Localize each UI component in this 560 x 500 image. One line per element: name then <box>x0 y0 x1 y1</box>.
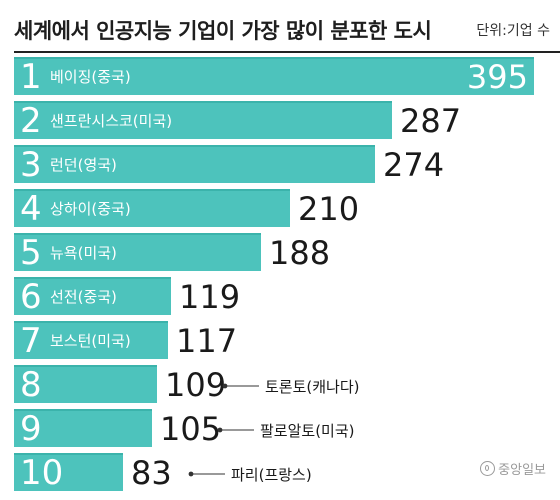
value-label-1: 395 <box>467 58 528 96</box>
rank-number-9: 9 <box>20 409 42 449</box>
city-label-1: 베이징(중국) <box>50 68 131 86</box>
rank-number-4: 4 <box>20 189 42 229</box>
bar-5 <box>14 233 261 271</box>
rank-number-6: 6 <box>20 277 42 317</box>
bar-top-edge-1 <box>14 57 534 59</box>
bar-top-edge-9 <box>14 409 152 411</box>
city-label-9: 팔로알토(미국) <box>260 422 355 440</box>
rank-number-8: 8 <box>20 365 42 405</box>
city-label-5: 뉴욕(미국) <box>50 244 117 262</box>
city-label-6: 선전(중국) <box>50 288 117 306</box>
bar-4 <box>14 189 290 227</box>
city-label-4: 상하이(중국) <box>50 200 131 218</box>
unit-label: 단위:기업 수 <box>476 23 550 39</box>
bar-top-edge-4 <box>14 189 290 191</box>
bar-top-edge-3 <box>14 145 375 147</box>
brand-logo-icon <box>480 461 496 476</box>
bar-top-edge-7 <box>14 321 168 323</box>
brand-logo: 중앙일보 <box>480 459 546 478</box>
bar-2 <box>14 101 392 139</box>
city-label-2: 샌프란시스코(미국) <box>50 112 172 130</box>
bar-top-edge-6 <box>14 277 171 279</box>
rank-number-1: 1 <box>20 57 42 97</box>
value-label-10: 83 <box>131 454 172 492</box>
city-label-7: 보스턴(미국) <box>50 332 131 350</box>
bar-top-edge-2 <box>14 101 392 103</box>
bar-top-edge-8 <box>14 365 157 367</box>
rank-number-10: 10 <box>20 453 63 493</box>
bar-top-edge-10 <box>14 453 123 455</box>
city-label-10: 파리(프랑스) <box>231 466 312 484</box>
bar-8 <box>14 365 157 403</box>
value-label-3: 274 <box>383 146 444 184</box>
rank-number-3: 3 <box>20 145 42 185</box>
bar-7 <box>14 321 168 359</box>
chart-title: 세계에서 인공지능 기업이 가장 많이 분포한 도시 <box>14 19 432 43</box>
bar-1 <box>14 57 534 95</box>
value-label-9: 105 <box>160 410 221 448</box>
value-label-7: 117 <box>176 322 237 360</box>
city-label-3: 런던(영국) <box>50 156 117 174</box>
bar-6 <box>14 277 171 315</box>
title-divider <box>14 51 560 53</box>
value-label-6: 119 <box>179 278 240 316</box>
bar-top-edge-5 <box>14 233 261 235</box>
value-label-2: 287 <box>400 102 461 140</box>
rank-number-5: 5 <box>20 233 42 273</box>
city-label-8: 토론토(캐나다) <box>265 378 360 396</box>
rank-number-7: 7 <box>20 321 42 361</box>
value-label-8: 109 <box>165 366 226 404</box>
value-label-5: 188 <box>269 234 330 272</box>
rank-number-2: 2 <box>20 101 42 141</box>
bar-9 <box>14 409 152 447</box>
brand-logo-text: 중앙일보 <box>498 463 546 478</box>
bar-10 <box>14 453 123 491</box>
bar-3 <box>14 145 375 183</box>
value-label-4: 210 <box>298 190 359 228</box>
